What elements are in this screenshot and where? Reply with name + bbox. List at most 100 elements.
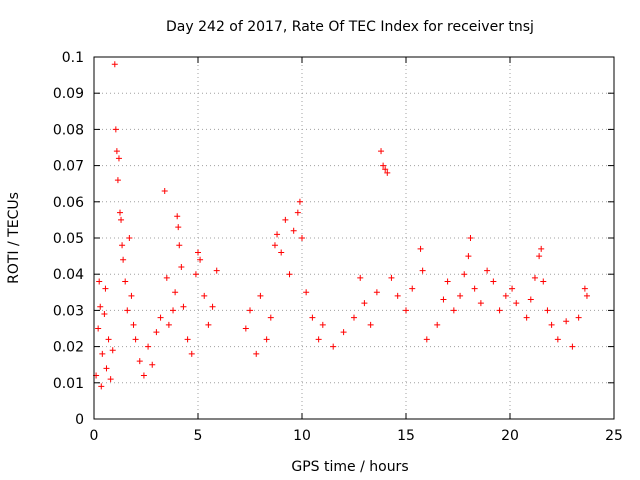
data-markers bbox=[93, 61, 590, 389]
data-point bbox=[205, 322, 211, 328]
data-point bbox=[461, 271, 467, 277]
data-point bbox=[330, 344, 336, 350]
data-point bbox=[166, 322, 172, 328]
data-point bbox=[141, 373, 147, 379]
data-point bbox=[528, 297, 534, 303]
y-axis-ticks: 0 0.01 0.02 0.03 0.04 0.05 0.06 0.07 0.08 0.09 0.1 bbox=[53, 50, 614, 428]
data-point bbox=[309, 315, 315, 321]
data-point bbox=[490, 278, 496, 284]
data-point bbox=[149, 362, 155, 368]
y-tick-label: 0.06 bbox=[53, 195, 84, 211]
data-point bbox=[282, 217, 288, 223]
y-tick-label: 0.02 bbox=[53, 340, 84, 356]
data-point bbox=[243, 326, 249, 332]
data-point bbox=[97, 304, 103, 310]
data-point bbox=[257, 293, 263, 299]
data-point bbox=[374, 289, 380, 295]
data-point bbox=[540, 278, 546, 284]
data-point bbox=[513, 300, 519, 306]
data-point bbox=[264, 336, 270, 342]
data-point bbox=[576, 315, 582, 321]
data-point bbox=[467, 235, 473, 241]
data-point bbox=[351, 315, 357, 321]
data-point bbox=[195, 249, 201, 255]
data-point bbox=[133, 336, 139, 342]
data-point bbox=[113, 126, 119, 132]
data-point bbox=[368, 322, 374, 328]
x-tick-label: 0 bbox=[90, 428, 99, 444]
data-point bbox=[434, 322, 440, 328]
data-point bbox=[180, 304, 186, 310]
data-point bbox=[497, 307, 503, 313]
data-point bbox=[484, 268, 490, 274]
data-point bbox=[117, 210, 123, 216]
data-point bbox=[451, 307, 457, 313]
data-point bbox=[174, 213, 180, 219]
y-axis-label: ROTI / TECUs bbox=[6, 192, 22, 284]
data-point bbox=[563, 318, 569, 324]
data-point bbox=[503, 293, 509, 299]
data-point bbox=[172, 289, 178, 295]
data-point bbox=[569, 344, 575, 350]
data-point bbox=[170, 307, 176, 313]
data-point bbox=[584, 293, 590, 299]
data-point bbox=[101, 311, 107, 317]
data-point bbox=[303, 289, 309, 295]
data-point bbox=[424, 336, 430, 342]
data-point bbox=[538, 246, 544, 252]
data-point bbox=[137, 358, 143, 364]
data-point bbox=[253, 351, 259, 357]
data-point bbox=[316, 336, 322, 342]
y-tick-label: 0.07 bbox=[53, 159, 84, 175]
data-point bbox=[403, 307, 409, 313]
data-point bbox=[268, 315, 274, 321]
y-tick-label: 0.1 bbox=[62, 50, 84, 66]
data-point bbox=[524, 315, 530, 321]
data-point bbox=[287, 271, 293, 277]
y-tick-label: 0 bbox=[75, 412, 84, 428]
data-point bbox=[465, 253, 471, 259]
data-point bbox=[128, 293, 134, 299]
data-point bbox=[420, 268, 426, 274]
data-point bbox=[201, 293, 207, 299]
x-axis-label: GPS time / hours bbox=[291, 459, 408, 475]
data-point bbox=[178, 264, 184, 270]
data-point bbox=[126, 235, 132, 241]
y-tick-label: 0.08 bbox=[53, 122, 84, 138]
data-point bbox=[106, 336, 112, 342]
data-point bbox=[395, 293, 401, 299]
data-point bbox=[341, 329, 347, 335]
data-point bbox=[118, 217, 124, 223]
data-point bbox=[98, 383, 104, 389]
data-point bbox=[108, 376, 114, 382]
data-point bbox=[278, 249, 284, 255]
data-point bbox=[116, 155, 122, 161]
data-point bbox=[131, 322, 137, 328]
data-point bbox=[175, 224, 181, 230]
data-point bbox=[445, 278, 451, 284]
data-point bbox=[582, 286, 588, 292]
data-point bbox=[153, 329, 159, 335]
data-point bbox=[120, 257, 126, 263]
data-point bbox=[193, 271, 199, 277]
data-point bbox=[115, 177, 121, 183]
grid-lines bbox=[94, 57, 614, 419]
data-point bbox=[440, 297, 446, 303]
data-point bbox=[103, 365, 109, 371]
x-axis-ticks: 0 5 10 15 20 25 bbox=[90, 57, 623, 444]
data-point bbox=[472, 286, 478, 292]
data-point bbox=[320, 322, 326, 328]
data-point bbox=[532, 275, 538, 281]
data-point bbox=[210, 304, 216, 310]
data-point bbox=[361, 300, 367, 306]
data-point bbox=[388, 275, 394, 281]
data-point bbox=[110, 347, 116, 353]
data-point bbox=[162, 188, 168, 194]
data-point bbox=[214, 268, 220, 274]
data-point bbox=[189, 351, 195, 357]
data-point bbox=[176, 242, 182, 248]
data-point bbox=[478, 300, 484, 306]
data-point bbox=[555, 336, 561, 342]
data-point bbox=[536, 253, 542, 259]
data-point bbox=[122, 278, 128, 284]
